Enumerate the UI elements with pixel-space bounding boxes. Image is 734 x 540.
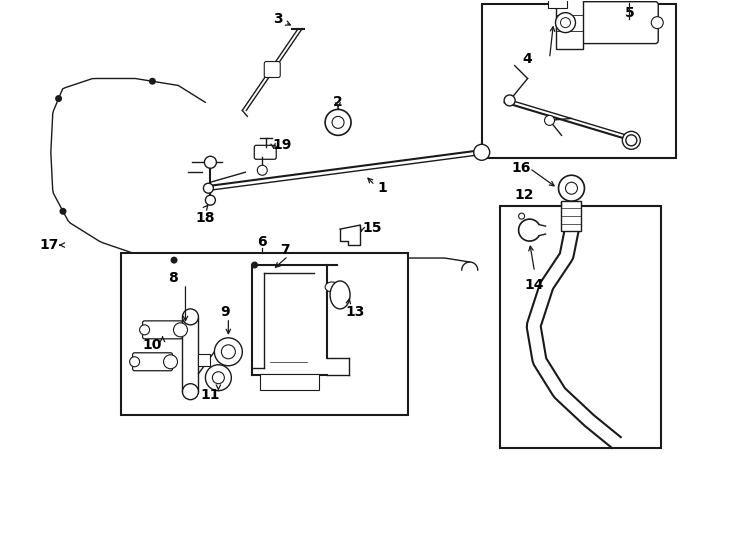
Text: 6: 6: [258, 235, 267, 249]
Circle shape: [205, 156, 217, 168]
Circle shape: [504, 95, 515, 106]
Bar: [120, 253, 408, 415]
Text: 5: 5: [625, 5, 634, 19]
Bar: [556, 0, 584, 49]
FancyBboxPatch shape: [133, 353, 172, 371]
Circle shape: [139, 325, 150, 335]
Circle shape: [164, 355, 178, 369]
Circle shape: [183, 384, 198, 400]
Text: 1: 1: [377, 181, 387, 195]
Circle shape: [171, 258, 177, 263]
Bar: [198, 354, 211, 366]
Text: 11: 11: [200, 388, 220, 402]
Bar: [562, 201, 581, 231]
Circle shape: [332, 117, 344, 129]
Bar: [482, 4, 676, 158]
Circle shape: [183, 309, 198, 325]
Circle shape: [212, 372, 225, 384]
Text: 18: 18: [196, 211, 215, 225]
Circle shape: [206, 364, 231, 390]
Circle shape: [60, 208, 66, 214]
Circle shape: [561, 18, 570, 28]
Circle shape: [222, 345, 236, 359]
Circle shape: [622, 131, 640, 150]
Circle shape: [214, 338, 242, 366]
Text: 3: 3: [274, 12, 283, 25]
Text: 2: 2: [333, 96, 343, 110]
FancyBboxPatch shape: [264, 62, 280, 78]
Text: 19: 19: [272, 138, 292, 152]
Text: 14: 14: [525, 278, 545, 292]
FancyBboxPatch shape: [254, 145, 276, 159]
Circle shape: [519, 213, 525, 219]
Text: 7: 7: [280, 243, 290, 257]
Circle shape: [173, 323, 187, 337]
Circle shape: [651, 17, 664, 29]
Circle shape: [206, 195, 215, 205]
Text: 12: 12: [515, 188, 534, 202]
Text: 8: 8: [167, 271, 178, 285]
Ellipse shape: [325, 282, 339, 292]
Circle shape: [545, 116, 554, 125]
Circle shape: [559, 176, 584, 201]
Circle shape: [473, 144, 490, 160]
Circle shape: [565, 182, 578, 194]
FancyBboxPatch shape: [142, 321, 183, 339]
Bar: [548, 0, 567, 8]
Text: 15: 15: [363, 221, 382, 235]
Circle shape: [626, 135, 637, 146]
Circle shape: [258, 165, 267, 176]
Text: 4: 4: [523, 51, 532, 65]
Circle shape: [556, 12, 575, 32]
Text: 13: 13: [345, 305, 365, 319]
FancyBboxPatch shape: [576, 2, 658, 44]
Circle shape: [203, 183, 214, 193]
Bar: [261, 374, 319, 390]
Circle shape: [130, 357, 139, 367]
Circle shape: [252, 262, 258, 268]
Bar: [500, 206, 661, 448]
Bar: [183, 317, 198, 392]
Text: 10: 10: [143, 338, 162, 352]
Circle shape: [325, 110, 351, 136]
Text: 16: 16: [512, 161, 531, 176]
Text: 9: 9: [220, 305, 230, 319]
Ellipse shape: [330, 281, 350, 309]
Circle shape: [150, 78, 155, 84]
Text: 17: 17: [39, 238, 59, 252]
Circle shape: [56, 96, 62, 102]
